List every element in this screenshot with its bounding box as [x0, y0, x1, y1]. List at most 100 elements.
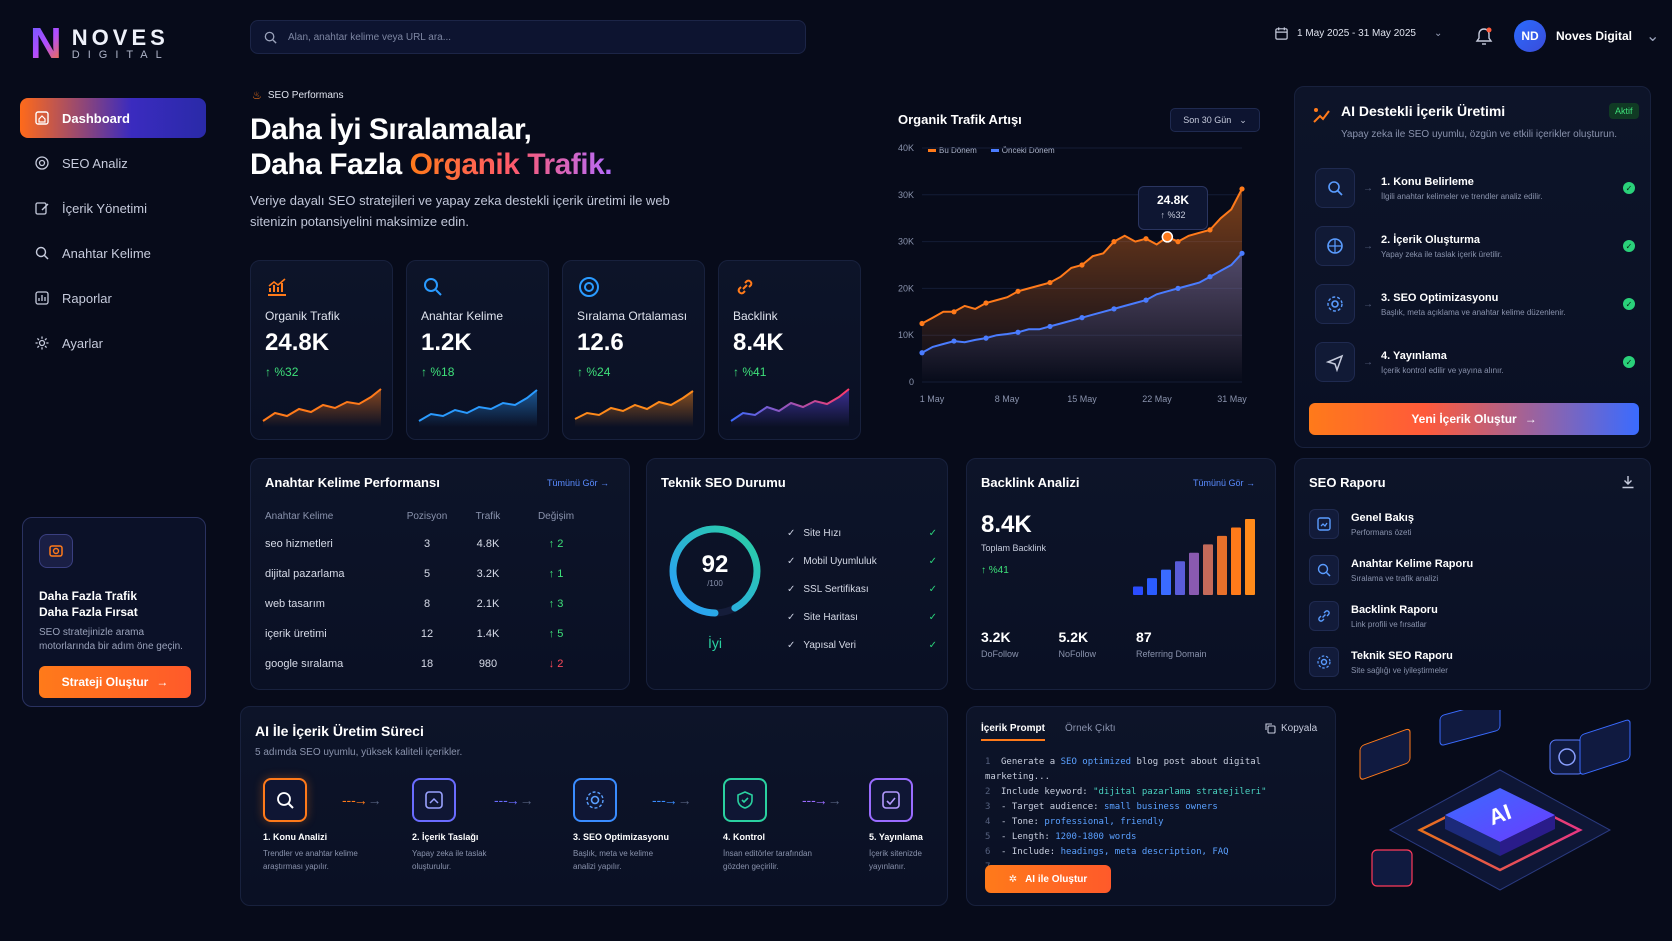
- tab-output[interactable]: Örnek Çıktı: [1065, 723, 1116, 734]
- traffic-cell: 4.8K: [476, 538, 500, 550]
- data-point: [1111, 306, 1117, 312]
- stat-card-keywords[interactable]: Anahtar Kelime 1.2K ↑ %18: [406, 260, 549, 440]
- search-icon: [35, 246, 49, 260]
- process-arrow: - - -→ →: [802, 792, 842, 808]
- hero-description: Veriye dayalı SEO stratejileri ve yapay …: [250, 193, 670, 229]
- sparkle-icon: ✲: [1008, 873, 1018, 885]
- process-arrow: - - -→ →: [494, 792, 534, 808]
- hero-line-1: Daha İyi Sıralamalar,: [250, 113, 532, 146]
- period-dropdown[interactable]: Son 30 Gün ⌄: [1170, 108, 1260, 132]
- stat-card-ranking[interactable]: Sıralama Ortalaması 12.6 ↑ %24: [562, 260, 705, 440]
- code-highlight: SEO optimized: [1060, 757, 1132, 767]
- sidebar-item-label: İçerik Yönetimi: [62, 200, 148, 216]
- backlink-title: Backlink Analizi: [981, 475, 1080, 490]
- kw-cell: web tasarım: [265, 598, 325, 610]
- ai-generate-button[interactable]: ✲ AI ile Oluştur: [985, 865, 1111, 893]
- process-step[interactable]: 2. İçerik Taslağı Yapay zeka ile taslak …: [412, 778, 552, 873]
- table-row[interactable]: dijital pazarlama 5 3.2K ↑ 1: [265, 559, 593, 589]
- data-point: [1079, 262, 1085, 268]
- search-input[interactable]: Alan, anahtar kelime veya URL ara...: [288, 31, 452, 43]
- arrow-right-icon: →: [1363, 240, 1373, 252]
- send-icon: [1315, 342, 1355, 382]
- date-picker[interactable]: 1 May 2025 - 31 May 2025 ⌄: [1274, 26, 1442, 41]
- check-ok-icon: ✓: [928, 583, 937, 595]
- report-item[interactable]: Anahtar Kelime Raporu Sıralama ve trafik …: [1309, 547, 1629, 593]
- notification-bell[interactable]: [1474, 26, 1494, 48]
- process-step-desc: Yapay zeka ile taslak oluşturulur.: [412, 849, 487, 871]
- hero-line-2b: Organik Trafik.: [409, 148, 613, 181]
- sidebar-item-icerik-yonetimi[interactable]: İçerik Yönetimi: [20, 188, 206, 228]
- kw-cell: içerik üretimi: [265, 628, 327, 640]
- process-step[interactable]: 3. SEO Optimizasyonu Başlık, meta ve kel…: [573, 778, 713, 873]
- highlight-point[interactable]: [1161, 231, 1174, 243]
- stat-label: Referring Domain: [1136, 649, 1207, 659]
- change-value: 1: [557, 568, 564, 580]
- ai-step[interactable]: → 4. Yayınlama İçerik kontrol edilir ve y…: [1315, 333, 1635, 391]
- code-highlight: headings, meta description, FAQ: [1060, 847, 1229, 857]
- home-icon: [35, 111, 49, 125]
- prompt-code[interactable]: 1 Generate a SEO optimized blog post abou…: [985, 755, 1325, 875]
- new-content-button[interactable]: Yeni İçerik Oluştur →: [1309, 403, 1639, 435]
- table-header: Anahtar Kelime Pozisyon Trafik Değişim: [265, 503, 593, 529]
- process-step[interactable]: 4. Kontrol İnsan editörler tarafından gö…: [723, 778, 863, 873]
- tab-prompt[interactable]: İçerik Prompt: [981, 723, 1045, 741]
- table-row[interactable]: içerik üretimi 12 1.4K ↑ 5: [265, 619, 593, 649]
- ai-step[interactable]: → 2. İçerik Oluşturma Yapay zeka ile tasl…: [1315, 217, 1635, 275]
- fire-icon: ♨: [252, 90, 262, 102]
- stat-card-organic[interactable]: Organik Trafik 24.8K ↑ %32: [250, 260, 393, 440]
- process-step[interactable]: 1. Konu Analizi Trendler ve anahtar keli…: [263, 778, 403, 873]
- table-row[interactable]: google sıralama 18 980 ↓ 2: [265, 649, 593, 679]
- report-item[interactable]: Backlink Raporu Link profili ve fırsatlar: [1309, 593, 1629, 639]
- process-step[interactable]: 5. Yayınlama İçerik sitenizde yayınlanır…: [869, 778, 939, 873]
- stat-label: DoFollow: [981, 649, 1019, 659]
- arrow-right-icon: →: [1524, 412, 1537, 426]
- stat-label: Organik Trafik: [265, 309, 340, 323]
- keyword-view-all-link[interactable]: Tümünü Gör →: [547, 478, 610, 488]
- table-row[interactable]: web tasarım 8 2.1K ↑ 3: [265, 589, 593, 619]
- data-point: [1143, 297, 1149, 303]
- check-label: SSL Sertifikası: [803, 583, 869, 595]
- sidebar-item-raporlar[interactable]: Raporlar: [20, 278, 206, 318]
- report-item[interactable]: Genel Bakış Performans özeti: [1309, 501, 1629, 547]
- pos-cell: 12: [420, 628, 434, 640]
- sidebar-item-dashboard[interactable]: Dashboard: [20, 98, 206, 138]
- kw-cell: dijital pazarlama: [265, 568, 345, 580]
- code-text: - Include:: [1001, 847, 1061, 857]
- line-number: 4: [985, 817, 991, 827]
- seo-report-card: SEO Raporu Genel Bakış Performans özeti A…: [1294, 458, 1651, 690]
- code-highlight: "dijital pazarlama stratejileri": [1093, 787, 1267, 797]
- brand-logo[interactable]: N NOVES DIGITAL: [30, 22, 170, 66]
- search-icon: [424, 278, 442, 296]
- backlink-total-label: Toplam Backlink: [981, 543, 1047, 553]
- sidebar-item-ayarlar[interactable]: Ayarlar: [20, 323, 206, 363]
- stat-card-backlink[interactable]: Backlink 8.4K ↑ %41: [718, 260, 861, 440]
- ai-chip-illustration: AI: [1359, 710, 1631, 891]
- report-item[interactable]: Teknik SEO Raporu Site sağlığı ve iyileşt…: [1309, 639, 1629, 685]
- ai-panel-subtitle: Yapay zeka ile SEO uyumlu, özgün ve etki…: [1341, 129, 1618, 140]
- strategy-button[interactable]: Strateji Oluştur →: [39, 666, 191, 698]
- promo-text: SEO stratejinizle arama motorlarında bir…: [39, 627, 183, 652]
- x-tick-label: 22 May: [1142, 394, 1172, 404]
- search-bar[interactable]: Alan, anahtar kelime veya URL ara...: [250, 20, 806, 54]
- sidebar-item-seo-analiz[interactable]: SEO Analiz: [20, 143, 206, 183]
- sidebar-item-label: Anahtar Kelime: [62, 245, 151, 261]
- backlink-view-all-link[interactable]: Tümünü Gör →: [1193, 478, 1256, 488]
- user-menu[interactable]: ND Noves Digital ⌄: [1514, 20, 1659, 52]
- code-line: 1 Generate a SEO optimized blog post abou…: [985, 755, 1325, 785]
- download-icon[interactable]: [1621, 475, 1635, 489]
- check-circle-icon: ✓: [1623, 240, 1635, 252]
- sidebar-item-anahtar-kelime[interactable]: Anahtar Kelime: [20, 233, 206, 273]
- check-ok-icon: ✓: [928, 639, 937, 651]
- chart-legend: Bu Dönem Önceki Dönem: [928, 146, 1055, 155]
- copy-button[interactable]: Kopyala: [1265, 723, 1317, 734]
- table-row[interactable]: seo hizmetleri 3 4.8K ↑ 2: [265, 529, 593, 559]
- view-all-label: Tümünü Gör: [1193, 478, 1244, 488]
- target-icon: [579, 277, 599, 297]
- process-step-desc: Trendler ve anahtar kelime araştırması y…: [263, 849, 358, 871]
- ai-step[interactable]: → 3. SEO Optimizasyonu Başlık, meta açıkl…: [1315, 275, 1635, 333]
- ai-step[interactable]: → 1. Konu Belirleme İlgili anahtar kelime…: [1315, 159, 1635, 217]
- copy-label: Kopyala: [1281, 723, 1318, 734]
- x-tick-label: 1 May: [920, 394, 945, 404]
- keyword-title: Anahtar Kelime Performansı: [265, 475, 440, 490]
- stat-value: 5.2K: [1058, 629, 1089, 645]
